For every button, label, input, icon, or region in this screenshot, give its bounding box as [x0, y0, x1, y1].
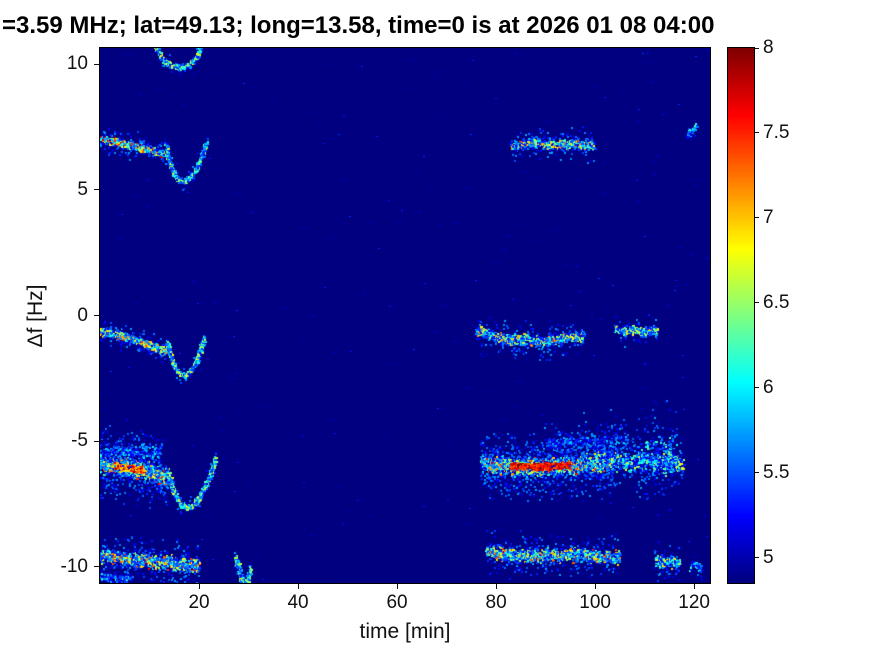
y-tick-mark: [94, 566, 99, 568]
x-tick-mark: [198, 584, 200, 589]
colorbar-tick-mark: [755, 47, 759, 49]
colorbar-tick-mark: [755, 217, 759, 219]
colorbar-tick-mark: [755, 472, 759, 474]
x-tick-mark: [297, 584, 299, 589]
x-tick-label: 20: [188, 592, 210, 613]
y-tick-mark: [94, 189, 99, 191]
colorbar-tick-mark: [755, 132, 759, 134]
y-tick-label: -5: [71, 430, 88, 452]
colorbar-tick-label: 7.5: [763, 121, 790, 143]
y-tick-label: 5: [77, 178, 88, 200]
y-tick-mark: [94, 63, 99, 65]
colorbar-tick-label: 7: [763, 206, 774, 228]
x-tick-label: 40: [287, 592, 309, 613]
y-tick-mark: [94, 315, 99, 316]
x-axis-label: time [min]: [359, 620, 451, 643]
colorbar-tick-label: 8: [763, 37, 774, 58]
x-tick-label: 100: [579, 592, 611, 613]
y-tick-label: 10: [66, 53, 88, 75]
colorbar-tick-mark: [755, 557, 759, 559]
colorbar-tick-mark: [755, 302, 759, 304]
x-tick-label: 120: [678, 592, 710, 613]
y-tick-label: -10: [60, 555, 88, 577]
x-tick-mark: [594, 584, 596, 589]
x-tick-label: 60: [386, 592, 408, 613]
colorbar-tick-label: 6.5: [763, 291, 790, 313]
colorbar-tick-label: 6: [763, 376, 774, 398]
x-tick-mark: [693, 584, 695, 589]
spectrogram-heatmap: [99, 47, 711, 584]
x-tick-label: 80: [485, 592, 507, 613]
colorbar-tick-label: 5: [763, 546, 774, 568]
x-tick-mark: [396, 584, 398, 589]
colorbar: [727, 47, 755, 584]
y-tick-mark: [94, 440, 99, 442]
chart-title: =3.59 MHz; lat=49.13; long=13.58, time=0…: [2, 12, 715, 39]
colorbar-tick-mark: [755, 387, 759, 389]
x-tick-mark: [495, 584, 497, 589]
y-tick-label: 0: [77, 304, 88, 326]
colorbar-tick-label: 5.5: [763, 461, 790, 483]
